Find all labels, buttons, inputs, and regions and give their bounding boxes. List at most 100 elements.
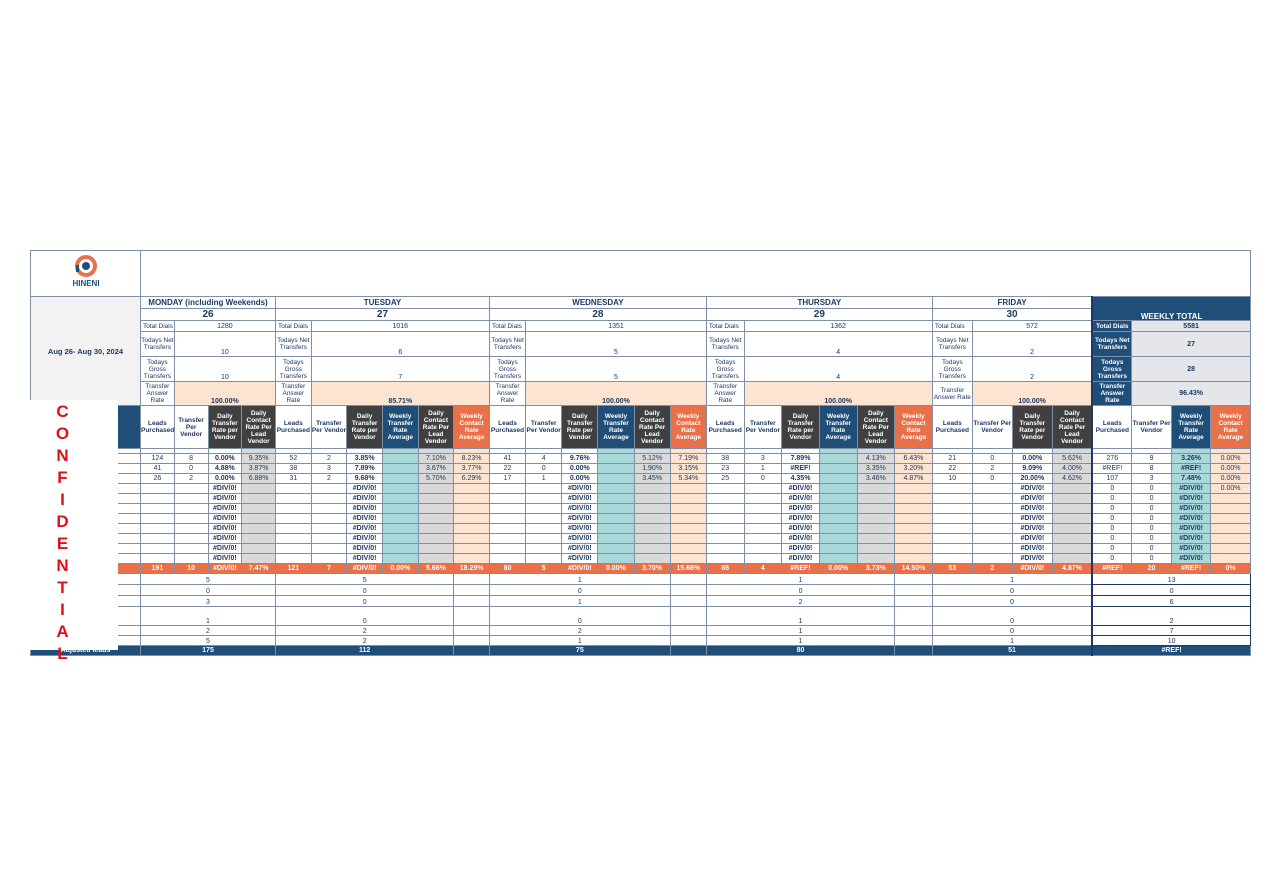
data-cell bbox=[971, 553, 1013, 564]
adjusted-empty bbox=[669, 645, 707, 656]
data-cell bbox=[525, 553, 563, 564]
data-cell bbox=[525, 543, 563, 554]
summary-value: 2 bbox=[971, 331, 1093, 357]
footer-empty bbox=[894, 635, 933, 646]
footer-value: 5 bbox=[140, 573, 276, 585]
data-cell bbox=[310, 493, 348, 504]
data-cell: #DIV/0! bbox=[207, 523, 243, 534]
summary-label: Todays Gross Transfers bbox=[1091, 356, 1133, 382]
data-cell bbox=[894, 533, 933, 544]
data-cell: 0.00% bbox=[1210, 473, 1251, 484]
footer-empty bbox=[669, 625, 707, 636]
watermark-box: CONFIDENTIAL bbox=[30, 400, 118, 666]
data-cell: 0 bbox=[1091, 533, 1133, 544]
data-cell bbox=[743, 483, 783, 494]
data-cell: #DIV/0! bbox=[561, 553, 599, 564]
data-cell bbox=[818, 453, 858, 464]
data-cell: 3.67% bbox=[417, 463, 455, 474]
data-cell: 22 bbox=[488, 463, 527, 474]
summary-value: 5 bbox=[525, 356, 707, 382]
data-cell bbox=[894, 553, 933, 564]
data-cell: 0 bbox=[743, 473, 783, 484]
footer-value: 10 bbox=[1091, 635, 1251, 646]
table-row: #DIV/0! #DIV/0! #DIV/0! #DIV/0! #DIV/0! 0 0 #DI… bbox=[30, 513, 1251, 524]
data-cell: 7.19% bbox=[669, 453, 707, 464]
total-cell: 14.50% bbox=[894, 563, 933, 574]
data-cell bbox=[894, 543, 933, 554]
data-cell: #DIV/0! bbox=[561, 523, 599, 534]
column-header: Weekly Contact Rate Average bbox=[894, 405, 933, 449]
data-cell: 3.45% bbox=[633, 473, 671, 484]
data-cell: 6.29% bbox=[453, 473, 490, 484]
data-cell bbox=[705, 513, 745, 524]
footer-value: 3 bbox=[140, 595, 276, 607]
footer-value: 7 bbox=[1091, 625, 1251, 636]
data-cell: 0 bbox=[1091, 503, 1133, 514]
footer-empty bbox=[669, 606, 707, 626]
data-cell bbox=[1210, 503, 1251, 514]
data-cell bbox=[453, 553, 490, 564]
data-cell: 9.35% bbox=[241, 453, 276, 464]
data-cell bbox=[453, 513, 490, 524]
total-cell: 0.00% bbox=[381, 563, 419, 574]
data-cell bbox=[140, 523, 175, 534]
data-cell: #DIV/0! bbox=[1170, 543, 1212, 554]
day-name: TUESDAY bbox=[275, 296, 490, 309]
column-header: Transfer Per Vendor bbox=[310, 405, 348, 449]
data-cell bbox=[669, 503, 707, 514]
data-cell bbox=[140, 503, 175, 514]
data-cell bbox=[669, 523, 707, 534]
data-cell bbox=[381, 493, 419, 504]
data-cell: #DIV/0! bbox=[781, 523, 820, 534]
data-cell bbox=[173, 493, 209, 504]
data-cell bbox=[275, 503, 312, 514]
summary-value: 1362 bbox=[743, 320, 933, 332]
footer-value: 1 bbox=[488, 595, 671, 607]
summary-value: 28 bbox=[1131, 356, 1251, 382]
total-cell: 3.70% bbox=[633, 563, 671, 574]
data-cell bbox=[488, 513, 527, 524]
summary-label: Total Dials bbox=[488, 320, 527, 332]
data-cell bbox=[1210, 533, 1251, 544]
data-cell: 0 bbox=[1091, 553, 1133, 564]
column-header: Daily Contact Rate Per Lead Vendor bbox=[633, 405, 671, 449]
data-cell: #DIV/0! bbox=[346, 533, 383, 544]
data-cell bbox=[525, 523, 563, 534]
total-cell: 86 bbox=[705, 563, 745, 574]
total-cell: 80 bbox=[488, 563, 527, 574]
adjusted-value: 80 bbox=[705, 645, 896, 656]
data-cell bbox=[597, 553, 635, 564]
data-cell bbox=[488, 553, 527, 564]
data-cell bbox=[971, 483, 1013, 494]
data-cell bbox=[1051, 513, 1093, 524]
total-cell: 15.68% bbox=[669, 563, 707, 574]
data-cell bbox=[894, 513, 933, 524]
data-cell: #DIV/0! bbox=[1011, 493, 1053, 504]
logo-cell: HINENI bbox=[30, 250, 141, 297]
summary-label: Total Dials bbox=[1091, 320, 1133, 332]
data-cell bbox=[597, 473, 635, 484]
data-cell: 276 bbox=[1091, 453, 1133, 464]
column-header: Daily Contact Rate Per Lead Vendor bbox=[856, 405, 896, 449]
table-row: #DIV/0! #DIV/0! #DIV/0! #DIV/0! #DIV/0! 0 0 #DI… bbox=[30, 493, 1251, 504]
data-cell bbox=[310, 513, 348, 524]
data-cell bbox=[310, 503, 348, 514]
summary-label: Transfer Answer Rate bbox=[488, 381, 527, 406]
data-cell: 0.00% bbox=[1011, 453, 1053, 464]
summary-label: Todays Net Transfers bbox=[488, 331, 527, 357]
data-cell: #DIV/0! bbox=[1170, 523, 1212, 534]
summary-label: Todays Gross Transfers bbox=[931, 356, 973, 382]
total-cell: 7.47% bbox=[241, 563, 276, 574]
data-cell bbox=[453, 543, 490, 554]
data-cell: #DIV/0! bbox=[346, 543, 383, 554]
data-cell bbox=[1210, 513, 1251, 524]
data-cell bbox=[633, 483, 671, 494]
table-row: 5 5 1 1 1 13 bbox=[30, 573, 1251, 585]
total-cell: #DIV/0! bbox=[561, 563, 599, 574]
data-cell bbox=[931, 503, 973, 514]
footer-value: 1 bbox=[705, 573, 896, 585]
footer-value: 2 bbox=[488, 625, 671, 636]
total-cell: 20 bbox=[1131, 563, 1172, 574]
data-cell: 4 bbox=[525, 453, 563, 464]
data-cell: #DIV/0! bbox=[1011, 523, 1053, 534]
